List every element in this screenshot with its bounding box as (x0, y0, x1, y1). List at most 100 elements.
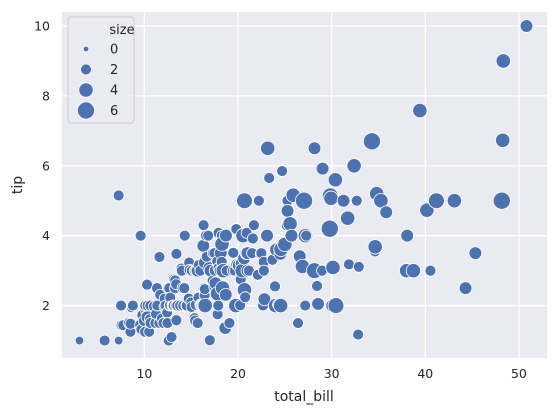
y-tick-label-0: 2 (42, 298, 50, 313)
data-point-0 (74, 335, 85, 346)
data-point-231 (519, 19, 534, 33)
data-point-181 (282, 216, 298, 232)
data-point-220 (405, 263, 422, 279)
data-point-214 (367, 239, 383, 255)
data-point-207 (343, 258, 355, 271)
data-point-132 (227, 246, 240, 259)
data-point-127 (218, 287, 233, 302)
data-point-226 (458, 281, 473, 295)
data-point-34 (153, 251, 166, 263)
legend: size 0 2 4 6 (67, 16, 135, 124)
data-point-2 (113, 335, 124, 346)
data-point-59 (170, 314, 183, 327)
data-point-158 (253, 194, 265, 207)
data-point-205 (336, 193, 351, 208)
data-point-206 (340, 210, 356, 226)
data-point-176 (276, 165, 288, 177)
data-point-212 (362, 132, 381, 151)
data-point-104 (203, 334, 216, 347)
data-point-197 (315, 161, 330, 176)
data-point-200 (323, 190, 339, 206)
legend-marker-3 (76, 101, 96, 120)
data-point-60 (170, 247, 183, 260)
x-tick-labels: 10 20 30 40 50 (136, 366, 526, 381)
x-tick-label-4: 50 (511, 366, 527, 381)
data-point-115 (212, 299, 225, 312)
data-point-229 (495, 132, 511, 148)
y-tick-label-4: 10 (34, 18, 50, 33)
data-point-1 (98, 334, 111, 347)
data-point-189 (299, 299, 312, 312)
legend-label-3: 6 (110, 104, 118, 119)
data-point-82 (191, 317, 204, 329)
data-point-193 (307, 141, 322, 156)
y-tick-label-3: 8 (42, 88, 50, 103)
data-point-208 (346, 158, 362, 174)
data-point-156 (248, 219, 260, 232)
data-point-167 (263, 172, 276, 184)
data-point-11 (127, 299, 139, 312)
data-point-130 (223, 317, 236, 329)
data-point-98 (197, 297, 213, 314)
data-point-13 (134, 229, 147, 242)
data-point-67 (178, 282, 191, 294)
data-point-147 (236, 192, 253, 210)
data-point-182 (284, 228, 299, 243)
data-point-194 (311, 280, 323, 292)
data-point-202 (325, 259, 341, 276)
legend-marker-2 (78, 82, 94, 98)
data-point-128 (219, 228, 233, 243)
data-points (74, 19, 534, 347)
data-point-174 (273, 297, 289, 314)
x-tick-label-2: 30 (324, 366, 340, 381)
data-point-165 (260, 228, 274, 243)
data-point-169 (269, 280, 281, 293)
legend-title: size (109, 23, 134, 38)
data-point-225 (446, 193, 463, 209)
data-point-221 (412, 102, 428, 119)
data-point-191 (300, 229, 313, 242)
y-axis-label: tip (10, 176, 26, 194)
x-tick-label-0: 10 (136, 366, 152, 381)
x-tick-label-3: 40 (417, 366, 433, 381)
legend-label-0: 0 (110, 43, 118, 58)
data-point-180 (280, 204, 295, 218)
data-point-224 (428, 192, 445, 210)
data-point-101 (202, 229, 215, 242)
data-point-188 (295, 191, 314, 210)
data-point-209 (350, 194, 363, 207)
data-point-164 (257, 292, 272, 307)
data-point-217 (379, 205, 394, 220)
data-point-163 (257, 264, 270, 277)
legend-marker-0 (82, 45, 90, 53)
y-tick-labels: 2 4 6 8 10 (34, 18, 50, 313)
data-point-211 (352, 260, 365, 273)
data-point-228 (492, 191, 511, 210)
y-tick-label-1: 4 (42, 228, 50, 243)
data-point-68 (178, 229, 191, 242)
legend-marker-1 (80, 63, 92, 76)
data-point-148 (239, 291, 252, 304)
data-point-195 (311, 297, 325, 311)
data-point-184 (292, 317, 304, 329)
legend-label-1: 2 (110, 63, 118, 78)
legend-label-2: 4 (110, 84, 118, 99)
data-point-93 (197, 219, 210, 232)
x-axis-label: total_bill (274, 389, 334, 405)
data-point-227 (468, 246, 483, 260)
data-point-223 (424, 264, 437, 277)
data-point-9 (124, 317, 137, 330)
data-point-198 (320, 219, 339, 238)
data-point-230 (495, 53, 511, 69)
data-point-166 (260, 140, 276, 156)
data-point-219 (400, 228, 415, 243)
data-point-21 (141, 278, 153, 291)
data-point-50 (165, 331, 178, 343)
data-point-210 (352, 328, 365, 341)
y-tick-label-2: 6 (42, 158, 50, 173)
data-point-216 (373, 193, 389, 209)
data-point-155 (246, 232, 259, 245)
x-tick-label-1: 20 (230, 366, 246, 381)
data-point-204 (327, 297, 345, 314)
data-point-203 (327, 172, 344, 188)
